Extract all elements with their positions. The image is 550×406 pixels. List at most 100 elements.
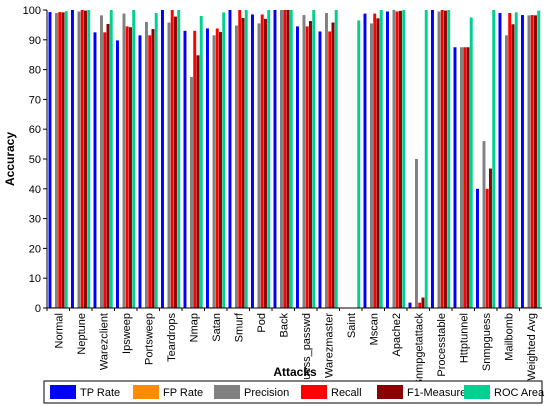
- legend-item-f1-measure: F1-Measure: [377, 385, 466, 399]
- bar-f1-measure-ipsweep: [129, 27, 132, 309]
- bar-recall-warezclient: [103, 32, 107, 308]
- bar-f1-measure-nmap: [196, 55, 200, 308]
- series-tp-rate: [48, 10, 524, 309]
- bar-precision-processtable: [437, 11, 441, 309]
- bar-roc-area-mscan: [379, 10, 383, 308]
- bar-tp-rate-teardrops: [161, 10, 164, 308]
- x-tick-label: Ipsweep: [121, 313, 133, 354]
- series-roc-area: [64, 10, 541, 309]
- legend-item-tp-rate: TP Rate: [50, 385, 120, 399]
- series-precision: [55, 10, 531, 309]
- bar-recall-smurf: [238, 10, 242, 308]
- bar-f1-measure-neptune: [84, 10, 87, 308]
- bar-recall-portsweep: [148, 35, 152, 308]
- bar-f1-measure-warezmaster: [331, 22, 335, 309]
- x-tick-label: Pod: [256, 313, 268, 333]
- x-tick-label: Warezmaster: [323, 313, 335, 378]
- bar-recall-neptune: [80, 10, 84, 308]
- bar-precision-teardrops: [167, 22, 171, 309]
- bar-f1-measure-teardrops: [174, 16, 177, 309]
- bar-recall-normal: [58, 12, 62, 309]
- x-tick-label: Normal: [53, 313, 65, 348]
- legend-box: [43, 380, 543, 404]
- bar-tp-rate-warezclient: [93, 32, 97, 308]
- bar-recall-mscan: [373, 13, 377, 309]
- bar-roc-area-ipsweep: [132, 10, 136, 308]
- series-recall: [58, 10, 534, 309]
- bar-tp-rate-ipsweep: [116, 40, 119, 309]
- bar-recall-processtable: [440, 10, 444, 308]
- bar-precision-apache2: [392, 10, 396, 308]
- bar-tp-rate-mailbomb: [498, 12, 502, 308]
- y-tick-label: 20: [29, 243, 41, 255]
- bar-recall-ipsweep: [125, 26, 129, 308]
- bar-tp-rate-snmpguess: [476, 188, 479, 308]
- bar-roc-area-back: [289, 10, 293, 308]
- bar-tp-rate-portsweep: [138, 35, 142, 308]
- bar-roc-area-smurf: [244, 10, 248, 308]
- bar-precision-weighted-avg: [527, 15, 531, 309]
- x-tick-label: Guess_passwd: [301, 313, 313, 388]
- bar-recall-snmpguess: [485, 188, 489, 308]
- bar-tp-rate-smurf: [228, 10, 232, 308]
- y-tick-label: 60: [29, 124, 41, 136]
- bar-precision-normal: [55, 12, 58, 308]
- bar-recall-satan: [215, 28, 219, 308]
- bar-roc-area-guess-passwd: [312, 10, 316, 308]
- bar-roc-area-mailbomb: [514, 12, 518, 308]
- bar-roc-area-apache2: [402, 10, 406, 308]
- y-tick-label: 50: [29, 154, 41, 166]
- bar-precision-snmpguess: [482, 141, 486, 308]
- y-tick-label: 10: [29, 273, 41, 285]
- bar-tp-rate-normal: [48, 12, 52, 309]
- bar-f1-measure-back: [286, 10, 290, 308]
- bar-precision-ipsweep: [122, 13, 126, 309]
- bar-fp-rate-weighted-avg: [524, 306, 528, 308]
- bar-f1-measure-satan: [219, 32, 222, 309]
- bar-recall-teardrops: [170, 10, 174, 308]
- bar-f1-measure-normal: [61, 12, 65, 308]
- series-f1-measure: [61, 10, 537, 309]
- y-tick-label: 90: [29, 35, 41, 47]
- x-tick-label: Snmpguess: [481, 313, 493, 372]
- y-tick-label: 0: [35, 303, 41, 315]
- y-tick-label: 40: [29, 184, 41, 196]
- bar-tp-rate-back: [273, 10, 277, 308]
- y-tick-label: 80: [29, 65, 41, 77]
- x-axis-title: Attacks: [273, 365, 317, 379]
- bar-tp-rate-mscan: [363, 13, 367, 309]
- bar-f1-measure-snmpguess: [489, 168, 492, 308]
- legend-label: F1-Measure: [407, 387, 466, 399]
- legend-item-recall: Recall: [301, 385, 362, 399]
- bar-roc-area-satan: [222, 12, 226, 308]
- bar-tp-rate-snmpgetattack: [408, 302, 412, 308]
- bar-tp-rate-httptunnel: [453, 47, 457, 308]
- bar-precision-guess-passwd: [302, 15, 306, 308]
- x-tick-label: Processtable: [436, 313, 448, 377]
- bar-precision-httptunnel: [460, 47, 463, 308]
- legend-swatch: [50, 385, 76, 399]
- x-tick-label: Nmap: [188, 313, 200, 342]
- bar-roc-area-nmap: [199, 15, 203, 309]
- bar-precision-neptune: [77, 11, 81, 309]
- bar-roc-area-snmpgetattack: [424, 10, 428, 308]
- legend-item-fp-rate: FP Rate: [133, 385, 203, 399]
- x-tick-label: Satan: [211, 313, 223, 342]
- legend-label: ROC Area: [494, 387, 545, 399]
- y-tick-label: 100: [23, 5, 41, 17]
- x-tick-label: Smurf: [233, 312, 245, 342]
- bar-f1-measure-snmpgetattack: [421, 297, 425, 308]
- legend-item-roc-area: ROC Area: [464, 385, 545, 399]
- bar-precision-mailbomb: [505, 35, 508, 308]
- bar-precision-satan: [212, 35, 216, 308]
- bar-precision-warezmaster: [325, 12, 328, 308]
- bar-tp-rate-processtable: [431, 10, 434, 308]
- x-tick-label: Warezclient: [98, 313, 110, 370]
- bar-tp-rate-apache2: [386, 11, 389, 309]
- bar-precision-back: [280, 10, 283, 308]
- bar-precision-snmpgetattack: [415, 159, 418, 308]
- bar-f1-measure-portsweep: [151, 29, 155, 308]
- bars-layer: [48, 10, 541, 309]
